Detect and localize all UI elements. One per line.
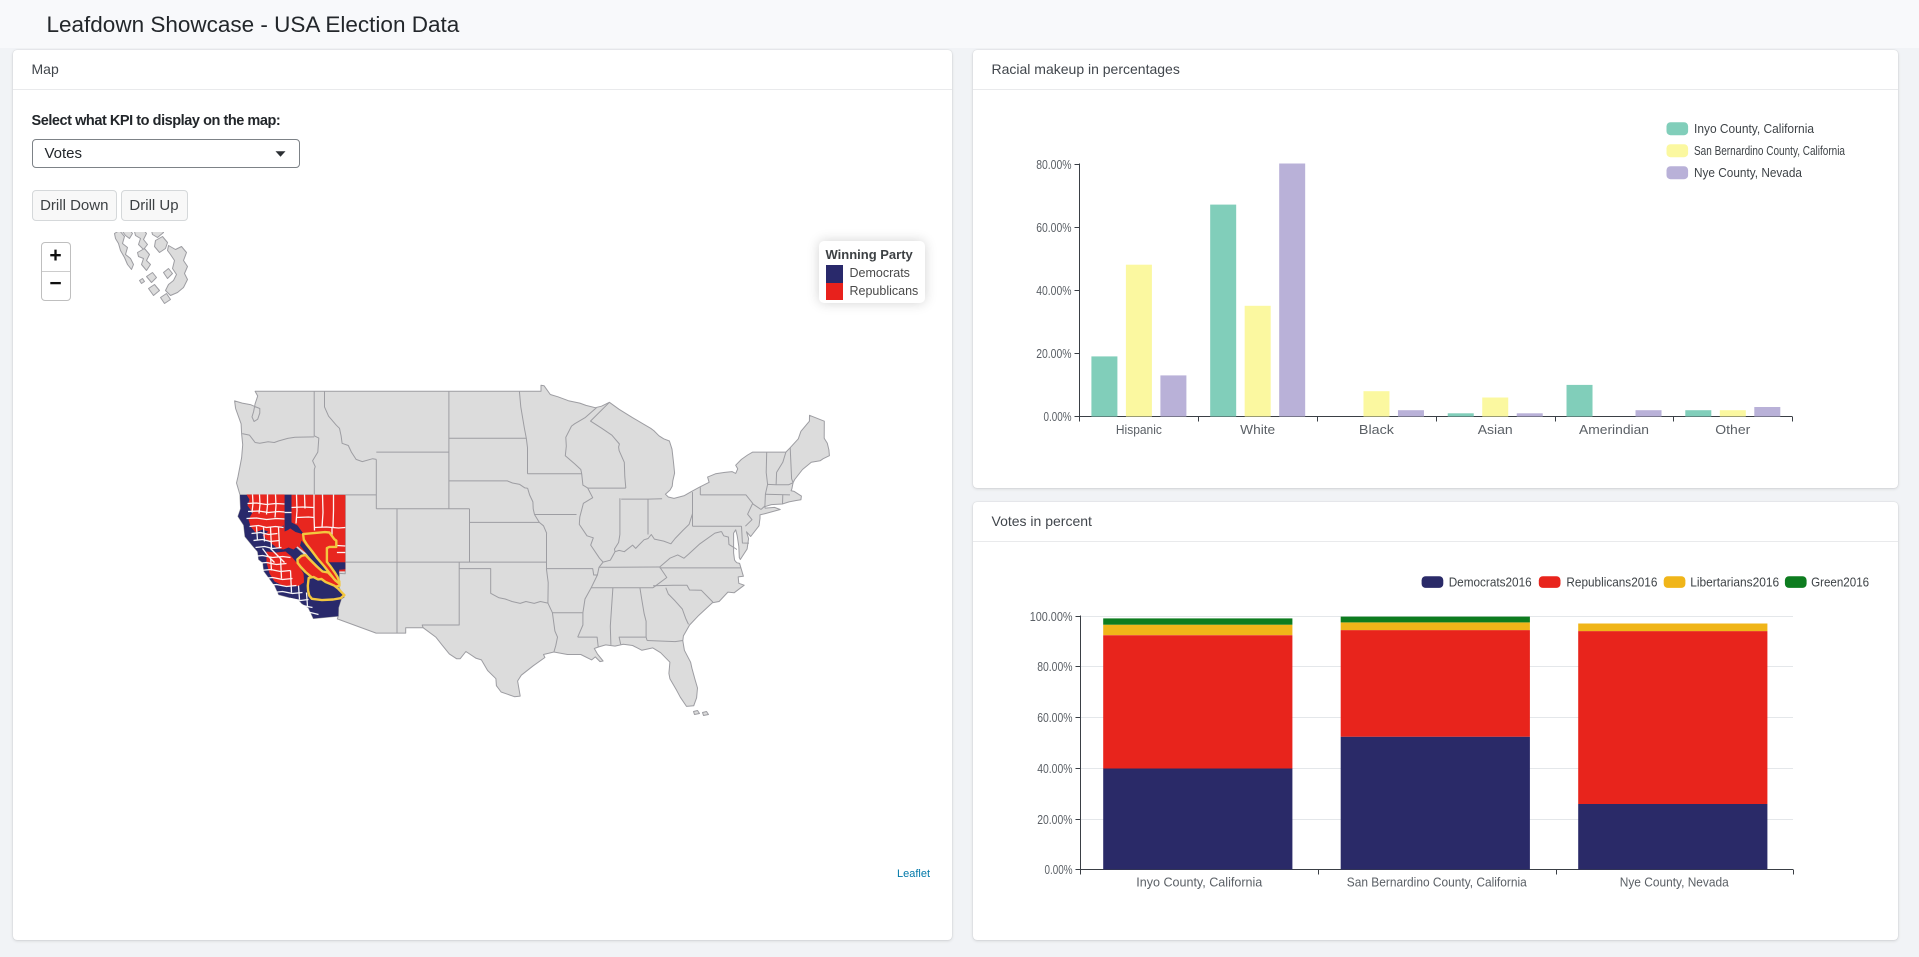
svg-text:Libertarians2016: Libertarians2016 <box>1690 574 1779 589</box>
svg-text:60.00%: 60.00% <box>1036 221 1071 235</box>
svg-text:Amerindian: Amerindian <box>1579 423 1649 437</box>
svg-text:0.00%: 0.00% <box>1045 863 1073 877</box>
svg-text:80.00%: 80.00% <box>1036 158 1071 172</box>
svg-text:40.00%: 40.00% <box>1037 762 1072 776</box>
svg-text:20.00%: 20.00% <box>1036 347 1071 361</box>
svg-text:Inyo County, California: Inyo County, California <box>1136 875 1262 889</box>
svg-text:Republicans2016: Republicans2016 <box>1566 574 1657 589</box>
svg-text:Green2016: Green2016 <box>1811 574 1869 589</box>
svg-text:San Bernardino County, Califor: San Bernardino County, California <box>1347 875 1527 889</box>
svg-text:40.00%: 40.00% <box>1036 284 1071 298</box>
svg-text:100.00%: 100.00% <box>1030 610 1073 624</box>
svg-text:Inyo County, California: Inyo County, California <box>1694 121 1815 136</box>
svg-text:Democrats2016: Democrats2016 <box>1449 574 1532 589</box>
svg-text:60.00%: 60.00% <box>1037 711 1072 725</box>
svg-text:Nye County, Nevada: Nye County, Nevada <box>1694 165 1803 180</box>
svg-text:Nye County, Nevada: Nye County, Nevada <box>1620 875 1729 889</box>
svg-text:Black: Black <box>1359 423 1395 437</box>
svg-text:Hispanic: Hispanic <box>1116 423 1162 437</box>
svg-text:Other: Other <box>1715 423 1750 437</box>
svg-text:San Bernardino County, Califor: San Bernardino County, California <box>1694 143 1846 158</box>
svg-text:0.00%: 0.00% <box>1044 410 1072 424</box>
svg-text:20.00%: 20.00% <box>1037 813 1072 827</box>
svg-text:Asian: Asian <box>1478 423 1513 437</box>
svg-text:80.00%: 80.00% <box>1037 660 1072 674</box>
svg-text:White: White <box>1240 423 1275 437</box>
